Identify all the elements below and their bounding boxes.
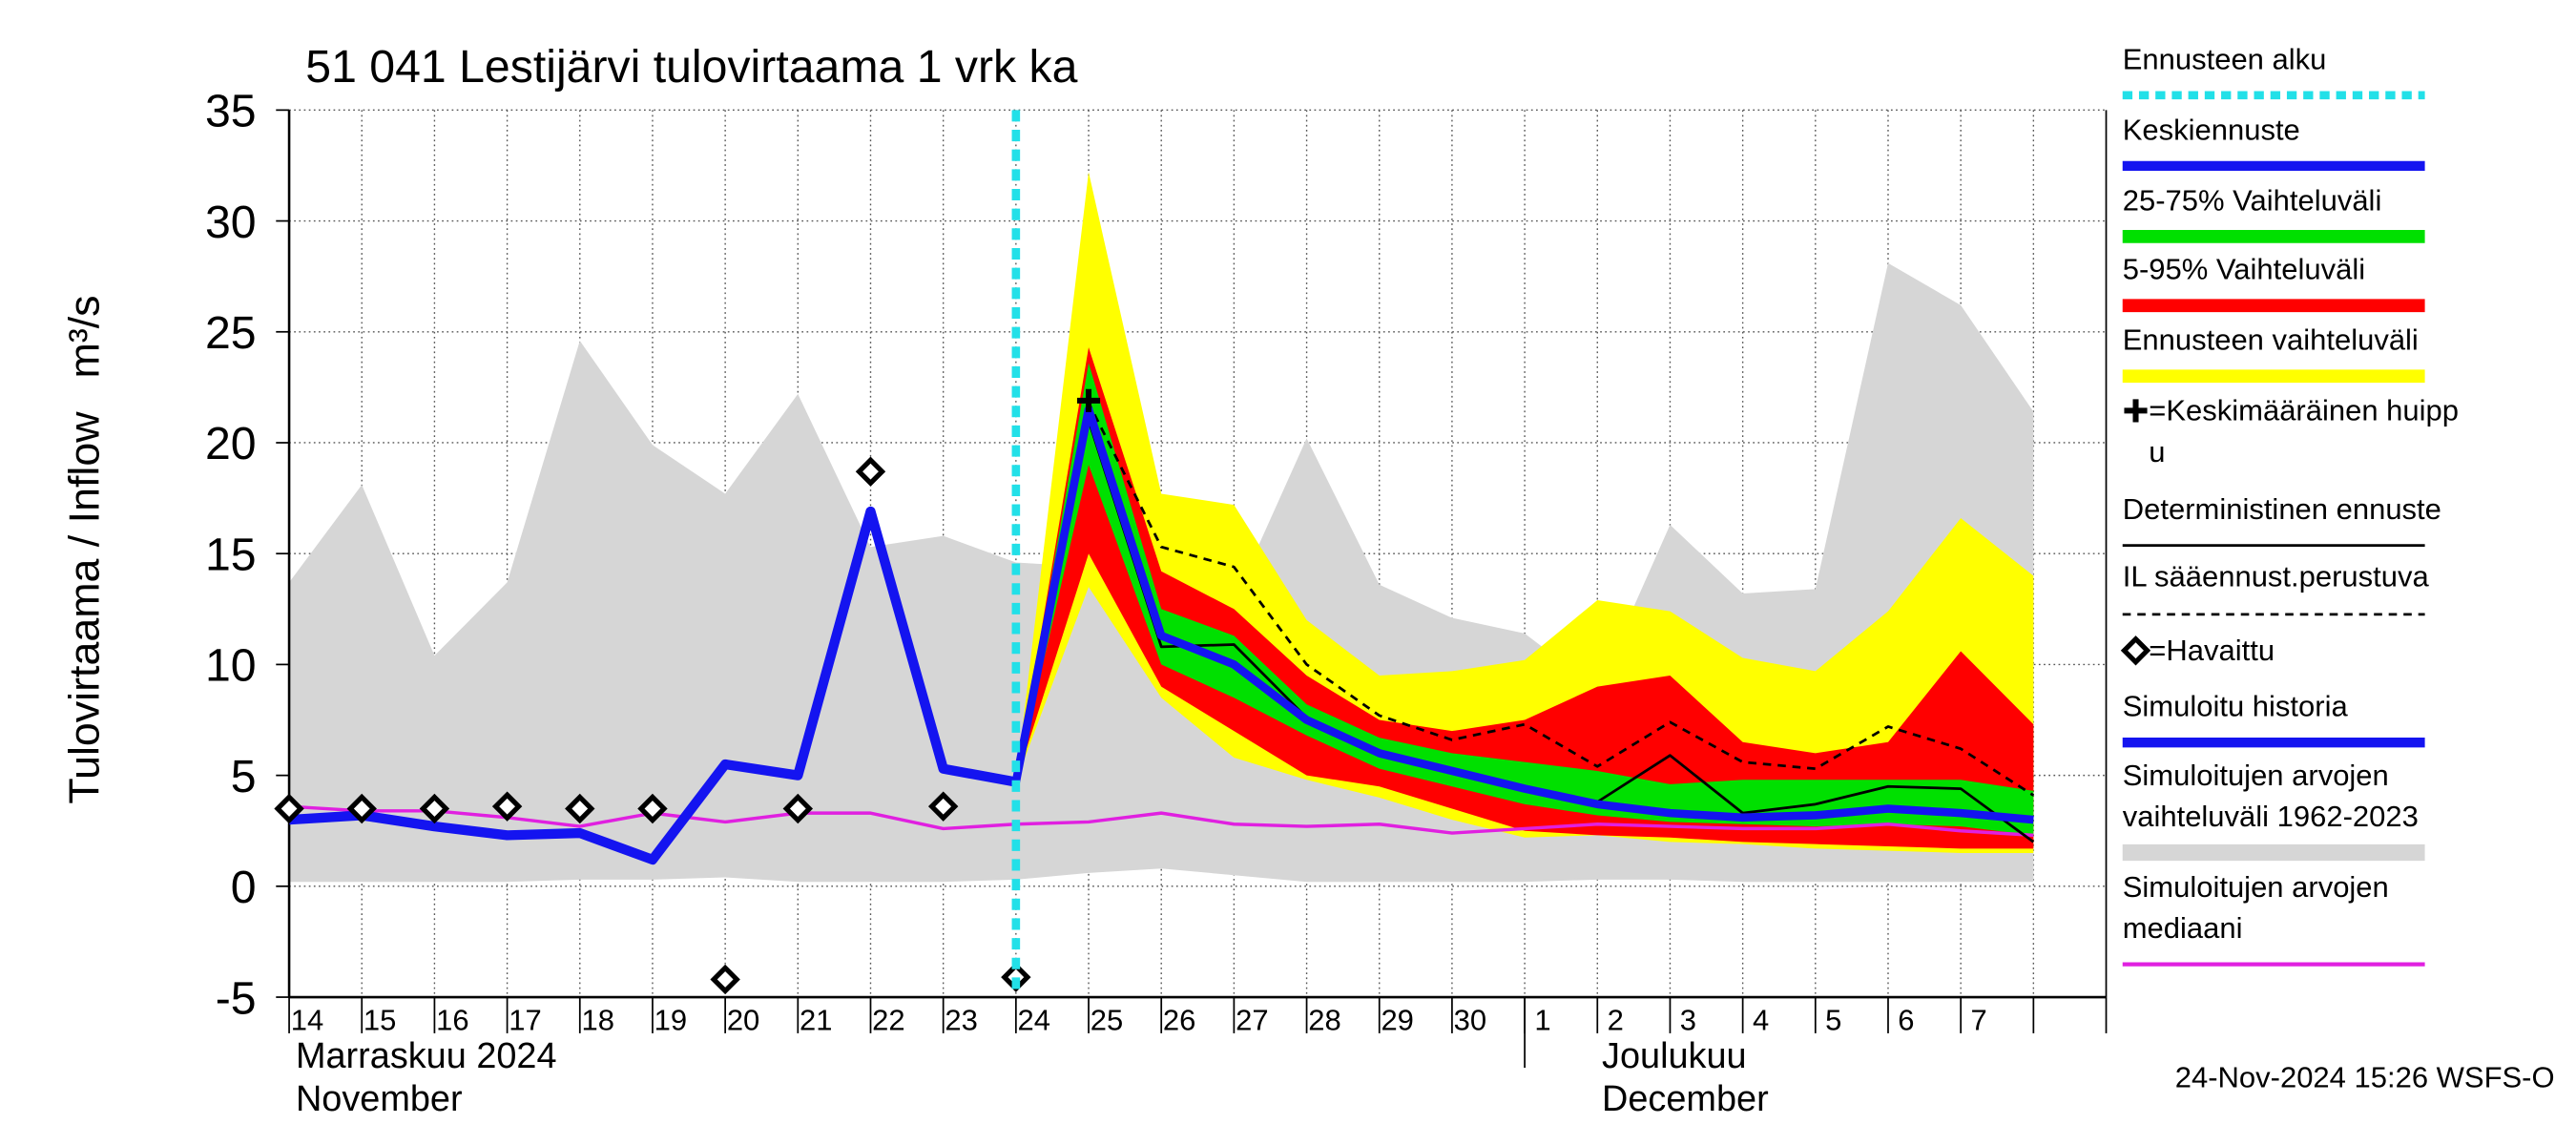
legend-symbol (2124, 399, 2148, 423)
y-axis-unit: m³/s (60, 295, 108, 378)
x-tick-label: 27 (1236, 1003, 1268, 1036)
x-tick-label: 17 (509, 1003, 541, 1036)
month-label: November (296, 1079, 463, 1119)
observed-marker (637, 793, 668, 824)
month-label: Marraskuu 2024 (296, 1036, 557, 1076)
legend-label: Simuloitujen arvojen mediaani (2123, 870, 2389, 945)
series-line (1011, 405, 2034, 824)
x-tick-label: 25 (1091, 1003, 1123, 1036)
x-tick-label: 23 (945, 1003, 977, 1036)
legend-label: Deterministinen ennuste (2123, 492, 2441, 526)
legend-label: Ennusteen alku (2123, 42, 2327, 75)
x-tick-label: 16 (436, 1003, 468, 1036)
x-tick-label: 24 (1018, 1003, 1050, 1036)
legend-label: Keskiennuste (2123, 113, 2300, 146)
series-line (1014, 401, 2035, 797)
observed-marker (782, 793, 814, 824)
legend-symbol (2120, 635, 2151, 666)
x-tick-label: 15 (364, 1003, 396, 1036)
y-axis-label: Tulovirtaama / Inflow (60, 411, 108, 804)
month-label: Joulukuu (1602, 1036, 1747, 1076)
y-tick-label: 25 (205, 307, 257, 359)
x-tick-label: 26 (1163, 1003, 1195, 1036)
x-tick-label: 7 (1970, 1003, 1986, 1036)
y-tick-label: 0 (231, 862, 257, 913)
x-tick-label: 6 (1898, 1003, 1914, 1036)
series-line (288, 804, 2034, 838)
legend-label: =Havaittu (2149, 634, 2275, 667)
legend-label: Simuloitujen arvojen vaihteluväli 1962-20… (2123, 759, 2419, 833)
legend-label: 5-95% Vaihteluväli (2123, 253, 2365, 286)
observed-marker (491, 791, 523, 822)
chart-title: 51 041 Lestijärvi tulovirtaama 1 vrk ka (305, 41, 1077, 93)
legend-label: Simuloitu historia (2123, 690, 2349, 723)
observed-marker (565, 793, 595, 824)
x-tick-label: 3 (1680, 1003, 1696, 1036)
peak-marker (1076, 388, 1101, 412)
observed-marker (855, 456, 886, 487)
x-tick-label: 5 (1825, 1003, 1841, 1036)
y-tick-label: 30 (205, 197, 257, 248)
legend-label: =Keskimääräinen huipp u (2149, 394, 2459, 468)
y-tick-label: 20 (205, 418, 257, 469)
y-tick-label: 5 (231, 751, 257, 802)
x-tick-label: 1 (1534, 1003, 1550, 1036)
legend-label: Ennusteen vaihteluväli (2123, 323, 2419, 357)
observed-marker (419, 793, 450, 824)
x-tick-label: 19 (654, 1003, 687, 1036)
month-label: December (1602, 1079, 1769, 1119)
x-tick-label: 2 (1608, 1003, 1624, 1036)
footer: 24-Nov-2024 15:26 WSFS-O (2175, 1061, 2555, 1094)
series-line (288, 506, 1017, 865)
y-tick-label: 15 (205, 529, 257, 580)
x-tick-label: 29 (1381, 1003, 1413, 1036)
x-tick-label: 18 (581, 1003, 613, 1036)
range-band (1015, 347, 2034, 849)
observed-marker (274, 793, 304, 824)
legend-label: IL sääennust.perustuva (2123, 560, 2430, 593)
y-tick-label: 35 (205, 86, 257, 137)
x-tick-label: 14 (291, 1003, 323, 1036)
x-tick-label: 4 (1753, 1003, 1769, 1036)
observed-marker (346, 793, 377, 824)
x-tick-label: 21 (800, 1003, 832, 1036)
observed-marker (927, 791, 959, 822)
x-tick-label: 20 (727, 1003, 759, 1036)
x-tick-label: 28 (1308, 1003, 1340, 1036)
x-tick-label: 22 (872, 1003, 904, 1036)
x-tick-label: 30 (1454, 1003, 1486, 1036)
y-tick-label: -5 (216, 972, 257, 1024)
observed-marker (710, 964, 740, 995)
y-tick-label: 10 (205, 640, 257, 692)
legend-label: 25-75% Vaihteluväli (2123, 183, 2382, 217)
